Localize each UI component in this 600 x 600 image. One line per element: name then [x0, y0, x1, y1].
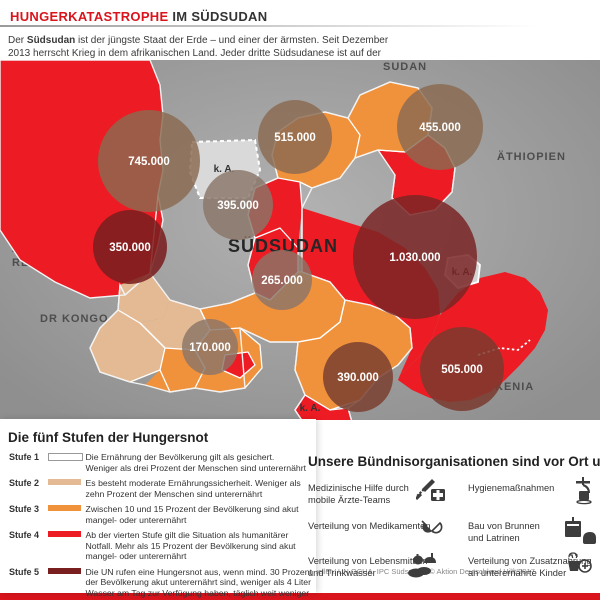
svg-text:170.000: 170.000 [189, 342, 231, 354]
svg-text:505.000: 505.000 [441, 364, 483, 376]
svg-text:DR KONGO: DR KONGO [40, 313, 109, 325]
svg-text:ÄTHIOPIEN: ÄTHIOPIEN [497, 150, 566, 163]
svg-text:k. A.: k. A. [300, 403, 321, 414]
svg-text:515.000: 515.000 [274, 132, 316, 144]
svg-text:395.000: 395.000 [217, 200, 259, 212]
svg-text:SUDAN: SUDAN [383, 61, 427, 73]
svg-text:745.000: 745.000 [128, 156, 170, 168]
svg-text:265.000: 265.000 [261, 275, 303, 287]
svg-text:350.000: 350.000 [109, 242, 151, 254]
svg-text:1.030.000: 1.030.000 [389, 252, 440, 264]
svg-text:455.000: 455.000 [419, 122, 461, 134]
svg-text:390.000: 390.000 [337, 372, 379, 384]
